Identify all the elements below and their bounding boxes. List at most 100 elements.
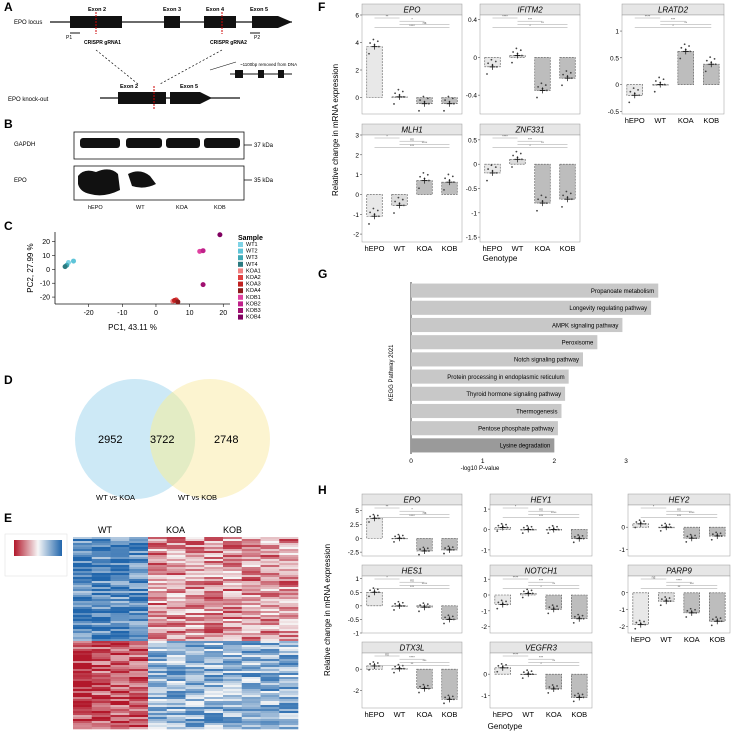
replicate-point bbox=[505, 600, 507, 603]
heatmap-cell bbox=[91, 599, 111, 602]
facet-y-tick-label: 1 bbox=[483, 507, 487, 514]
heatmap-cell bbox=[148, 611, 168, 614]
sig-label: **** bbox=[676, 579, 682, 583]
replicate-point bbox=[686, 609, 689, 612]
pca-legend-label: KOB3 bbox=[246, 308, 261, 314]
heatmap-cell bbox=[204, 581, 224, 584]
heatmap-cell bbox=[73, 651, 93, 654]
heatmap-cell bbox=[91, 639, 111, 642]
replicate-point bbox=[659, 529, 662, 532]
heatmap-cell bbox=[148, 617, 168, 620]
heatmap-cell bbox=[279, 581, 299, 584]
heatmap-cell bbox=[73, 697, 93, 700]
heatmap-cell bbox=[148, 627, 168, 630]
heatmap-cell bbox=[223, 637, 243, 640]
replicate-point bbox=[397, 663, 400, 666]
heatmap-cell bbox=[279, 541, 299, 544]
heatmap-cell bbox=[185, 627, 205, 630]
replicate-point bbox=[715, 616, 718, 619]
replicate-point bbox=[419, 175, 421, 178]
heatmap-cell bbox=[91, 719, 111, 722]
heatmap-cell bbox=[223, 705, 243, 708]
replicate-point bbox=[643, 520, 645, 522]
heatmap-cell bbox=[73, 561, 93, 564]
heatmap-cell bbox=[185, 555, 205, 558]
heatmap-cell bbox=[279, 689, 299, 692]
heatmap-cell bbox=[148, 703, 168, 706]
sig-label: **** bbox=[513, 653, 519, 657]
heatmap-cell bbox=[185, 675, 205, 678]
replicate-point bbox=[638, 619, 641, 622]
heatmap-cell bbox=[279, 671, 299, 674]
heatmap-cell bbox=[166, 703, 186, 706]
replicate-point bbox=[422, 546, 425, 549]
replicate-point bbox=[547, 692, 550, 694]
heatmap-cell bbox=[241, 675, 261, 678]
heatmap-cell bbox=[223, 689, 243, 692]
kegg-pathway-label: Pentose phosphate pathway bbox=[478, 427, 554, 433]
heatmap-cell bbox=[223, 657, 243, 660]
heatmap-cell bbox=[110, 625, 130, 628]
heatmap-cell bbox=[148, 705, 168, 708]
heatmap-cell bbox=[260, 649, 280, 652]
heatmap-cell bbox=[204, 655, 224, 658]
heatmap-cell bbox=[204, 701, 224, 704]
sig-label: *** bbox=[539, 514, 544, 518]
replicate-point bbox=[530, 525, 533, 528]
heatmap-cell bbox=[279, 543, 299, 546]
bar-kob bbox=[441, 668, 458, 700]
heatmap-cell bbox=[204, 659, 224, 662]
heatmap-cell bbox=[223, 617, 243, 620]
heatmap-cell bbox=[204, 561, 224, 564]
heatmap-cell bbox=[260, 651, 280, 654]
heatmap-cell bbox=[279, 569, 299, 572]
facet-y-tick-label: 6 bbox=[355, 13, 359, 20]
replicate-point bbox=[419, 685, 421, 688]
heatmap-cell bbox=[241, 545, 261, 548]
heatmap-cell bbox=[279, 685, 299, 688]
heatmap-cell bbox=[223, 643, 243, 646]
heatmap-cell bbox=[260, 547, 280, 550]
heatmap-cell bbox=[185, 723, 205, 726]
heatmap-cell bbox=[91, 641, 111, 644]
heatmap-cell bbox=[129, 681, 149, 684]
heatmap-cell bbox=[129, 549, 149, 552]
heatmap-cell bbox=[223, 695, 243, 698]
heatmap-cell bbox=[148, 637, 168, 640]
kegg-bar bbox=[411, 403, 562, 419]
replicate-point bbox=[644, 522, 647, 525]
bar-kob bbox=[571, 529, 588, 539]
heatmap-cell bbox=[279, 683, 299, 686]
heatmap-cell bbox=[241, 547, 261, 550]
heatmap-cell bbox=[260, 575, 280, 578]
h-ylabel: Relative change in mRNA expression bbox=[323, 544, 332, 676]
heatmap-cell bbox=[129, 537, 149, 540]
kegg-pathway-label: AMPK signaling pathway bbox=[552, 323, 618, 329]
bar-kob bbox=[559, 163, 576, 200]
replicate-point bbox=[522, 526, 525, 529]
heatmap-cell bbox=[110, 679, 130, 682]
heatmap-cell bbox=[204, 595, 224, 598]
heatmap-cell bbox=[166, 559, 186, 562]
heatmap-cell bbox=[185, 717, 205, 720]
heatmap-cell bbox=[241, 603, 261, 606]
heatmap-cell bbox=[260, 565, 280, 568]
panel-g: G KEGG Pathway 2021 Propanoate metabolis… bbox=[318, 267, 659, 472]
heatmap-cell bbox=[166, 603, 186, 606]
heatmap-cell bbox=[185, 545, 205, 548]
heatmap-cell bbox=[223, 541, 243, 544]
replicate-point bbox=[719, 532, 722, 535]
replicate-point bbox=[394, 92, 396, 95]
heatmap-cell bbox=[279, 587, 299, 590]
replicate-point bbox=[397, 88, 400, 91]
heatmap-cell bbox=[129, 727, 149, 730]
sig-label: ** bbox=[552, 582, 555, 586]
heatmap-cell bbox=[185, 645, 205, 648]
replicate-point bbox=[715, 531, 718, 534]
heatmap-cell bbox=[110, 575, 130, 578]
heatmap-cell bbox=[110, 585, 130, 588]
heatmap-cell bbox=[91, 625, 111, 628]
heatmap-cell bbox=[91, 683, 111, 686]
heatmap-cell bbox=[166, 627, 186, 630]
